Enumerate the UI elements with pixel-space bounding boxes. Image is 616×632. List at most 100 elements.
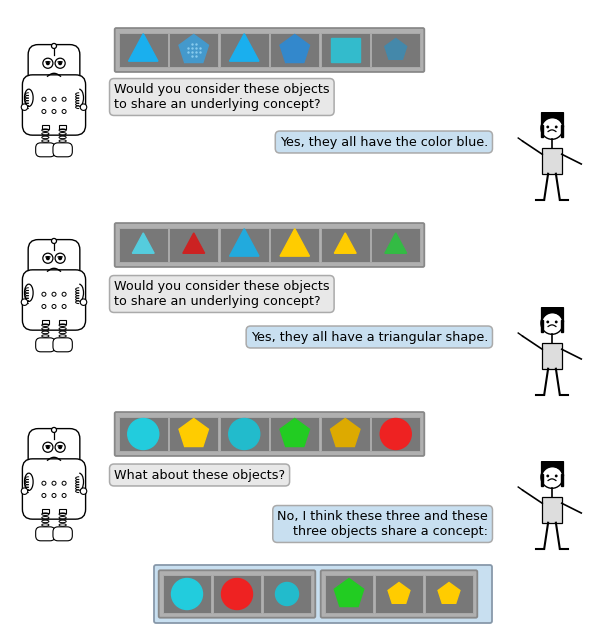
- Circle shape: [46, 445, 50, 449]
- Circle shape: [52, 481, 56, 485]
- FancyBboxPatch shape: [541, 320, 543, 332]
- FancyBboxPatch shape: [331, 38, 360, 63]
- Circle shape: [229, 418, 260, 449]
- FancyBboxPatch shape: [220, 33, 269, 68]
- Polygon shape: [334, 233, 356, 253]
- Polygon shape: [388, 583, 410, 604]
- Circle shape: [546, 320, 549, 324]
- Circle shape: [546, 126, 549, 128]
- FancyBboxPatch shape: [119, 416, 168, 451]
- Circle shape: [52, 97, 56, 101]
- FancyBboxPatch shape: [36, 527, 55, 541]
- FancyBboxPatch shape: [119, 228, 168, 262]
- FancyBboxPatch shape: [263, 574, 311, 613]
- Circle shape: [555, 126, 557, 128]
- Circle shape: [171, 578, 203, 609]
- FancyBboxPatch shape: [51, 463, 57, 469]
- Circle shape: [42, 292, 46, 296]
- FancyBboxPatch shape: [561, 474, 563, 486]
- Circle shape: [42, 109, 46, 114]
- Circle shape: [275, 583, 299, 605]
- FancyBboxPatch shape: [28, 45, 80, 89]
- Circle shape: [546, 475, 549, 477]
- Polygon shape: [179, 418, 208, 447]
- FancyBboxPatch shape: [28, 428, 80, 473]
- Circle shape: [52, 494, 56, 497]
- Text: What about these objects?: What about these objects?: [114, 468, 285, 482]
- FancyBboxPatch shape: [541, 474, 543, 486]
- FancyBboxPatch shape: [321, 570, 477, 617]
- FancyBboxPatch shape: [220, 228, 269, 262]
- Circle shape: [43, 253, 53, 264]
- FancyBboxPatch shape: [51, 79, 57, 85]
- Circle shape: [52, 109, 56, 114]
- FancyBboxPatch shape: [375, 574, 423, 613]
- FancyBboxPatch shape: [36, 338, 55, 352]
- FancyBboxPatch shape: [42, 320, 49, 324]
- Circle shape: [55, 442, 65, 453]
- Circle shape: [21, 299, 28, 305]
- FancyBboxPatch shape: [22, 270, 86, 330]
- Circle shape: [43, 442, 53, 453]
- FancyBboxPatch shape: [542, 343, 562, 368]
- Circle shape: [55, 253, 65, 264]
- Circle shape: [80, 488, 87, 494]
- FancyBboxPatch shape: [163, 574, 211, 613]
- Circle shape: [52, 427, 57, 432]
- FancyBboxPatch shape: [115, 28, 424, 72]
- Circle shape: [62, 481, 66, 485]
- Text: No, I think these three and these
three objects share a concept:: No, I think these three and these three …: [277, 510, 488, 538]
- FancyBboxPatch shape: [59, 320, 67, 324]
- FancyBboxPatch shape: [371, 33, 420, 68]
- Circle shape: [541, 312, 563, 334]
- FancyBboxPatch shape: [53, 527, 72, 541]
- FancyBboxPatch shape: [270, 33, 319, 68]
- FancyBboxPatch shape: [115, 412, 424, 456]
- Polygon shape: [331, 418, 360, 447]
- FancyBboxPatch shape: [159, 570, 315, 617]
- Circle shape: [128, 418, 159, 449]
- Circle shape: [42, 481, 46, 485]
- Polygon shape: [183, 233, 205, 253]
- Circle shape: [42, 97, 46, 101]
- Polygon shape: [129, 33, 158, 61]
- Circle shape: [62, 305, 66, 308]
- Circle shape: [43, 58, 53, 68]
- FancyBboxPatch shape: [115, 223, 424, 267]
- FancyBboxPatch shape: [169, 228, 218, 262]
- FancyBboxPatch shape: [425, 574, 473, 613]
- FancyBboxPatch shape: [36, 143, 55, 157]
- FancyBboxPatch shape: [213, 574, 261, 613]
- Circle shape: [62, 109, 66, 114]
- FancyBboxPatch shape: [59, 509, 67, 513]
- FancyBboxPatch shape: [22, 75, 86, 135]
- Circle shape: [52, 305, 56, 308]
- Polygon shape: [334, 578, 363, 607]
- Circle shape: [80, 299, 87, 305]
- FancyBboxPatch shape: [53, 338, 72, 352]
- Polygon shape: [280, 35, 309, 63]
- FancyBboxPatch shape: [371, 228, 420, 262]
- FancyBboxPatch shape: [220, 416, 269, 451]
- Circle shape: [62, 292, 66, 296]
- FancyBboxPatch shape: [42, 125, 49, 130]
- Circle shape: [58, 61, 62, 65]
- Text: Yes, they all have a triangular shape.: Yes, they all have a triangular shape.: [251, 331, 488, 344]
- FancyBboxPatch shape: [59, 125, 67, 130]
- Circle shape: [58, 256, 62, 260]
- Polygon shape: [280, 229, 309, 256]
- Circle shape: [555, 475, 557, 477]
- FancyBboxPatch shape: [321, 33, 370, 68]
- FancyBboxPatch shape: [270, 228, 319, 262]
- FancyBboxPatch shape: [53, 143, 72, 157]
- FancyBboxPatch shape: [542, 148, 562, 174]
- FancyBboxPatch shape: [325, 574, 373, 613]
- Polygon shape: [230, 33, 259, 61]
- FancyBboxPatch shape: [561, 125, 563, 137]
- Circle shape: [80, 104, 87, 111]
- Circle shape: [62, 494, 66, 497]
- Circle shape: [21, 488, 28, 494]
- Circle shape: [46, 61, 50, 65]
- Circle shape: [46, 256, 50, 260]
- FancyBboxPatch shape: [169, 33, 218, 68]
